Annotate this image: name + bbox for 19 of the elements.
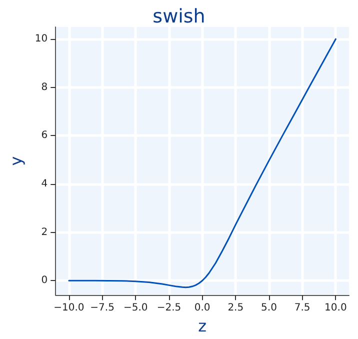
- x-tick-label: 5.0: [261, 302, 277, 314]
- y-tick-label: 10: [34, 34, 48, 45]
- x-tick-label: −10.0: [54, 302, 84, 314]
- x-tick-label: −2.5: [156, 302, 182, 314]
- x-tick-label: 2.5: [228, 302, 244, 314]
- x-tick-label: 0.0: [194, 302, 210, 314]
- x-tick-label: 7.5: [294, 302, 310, 314]
- line-series: [68, 38, 336, 288]
- x-axis-title: z: [198, 316, 207, 336]
- y-axis-title: y: [6, 156, 26, 166]
- x-tick-label: −5.0: [123, 302, 148, 314]
- x-tick-label: −7.5: [90, 302, 114, 314]
- y-tick-label: 2: [41, 226, 48, 238]
- y-tick-label: 0: [41, 275, 48, 286]
- chart-title: swish: [152, 6, 206, 28]
- y-tick-label: 4: [41, 178, 48, 190]
- x-tick-label: 10.0: [324, 302, 347, 314]
- y-tick-label: 8: [41, 82, 48, 93]
- y-tick-label: 6: [41, 130, 48, 142]
